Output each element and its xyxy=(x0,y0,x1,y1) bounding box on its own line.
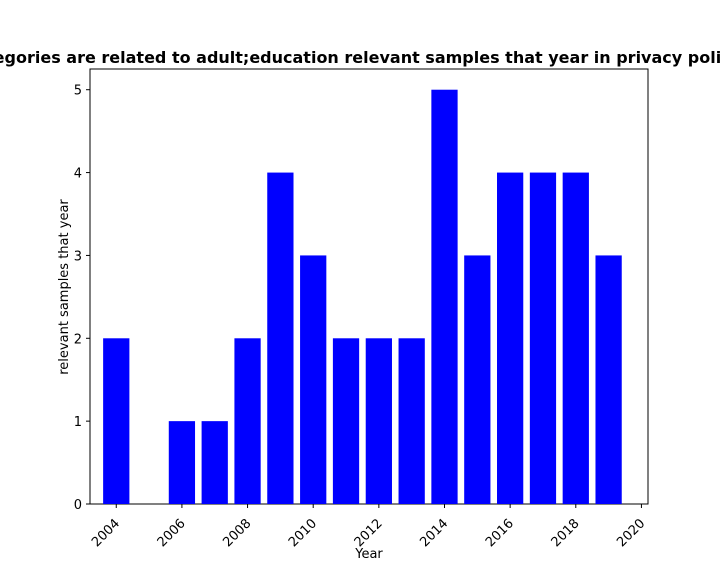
y-axis-label: relevant samples that year xyxy=(57,199,72,375)
bar-2016 xyxy=(497,172,524,504)
y-tick-label: 5 xyxy=(74,84,82,99)
bar-2019 xyxy=(595,255,622,504)
bar-2015 xyxy=(464,255,491,504)
y-tick-label: 0 xyxy=(74,498,82,513)
x-tick-label: 2012 xyxy=(352,516,386,550)
x-tick-label: 2008 xyxy=(220,516,254,550)
bar-2018 xyxy=(562,172,589,504)
x-tick-label: 2010 xyxy=(286,516,320,550)
bar-2013 xyxy=(398,338,425,504)
x-axis-ticks: 2004 2006 2008 2010 2012 2014 2016 2018 2020 xyxy=(89,504,648,550)
y-tick-label: 3 xyxy=(74,249,82,264)
bar-2014 xyxy=(431,89,458,505)
bar-2006 xyxy=(168,421,196,504)
x-tick-label: 2020 xyxy=(614,516,648,550)
bar-2017 xyxy=(529,172,557,504)
x-tick-label: 2014 xyxy=(417,516,451,550)
bars-layer xyxy=(103,89,622,505)
chart-title: Categories are related to adult;educatio… xyxy=(0,48,720,67)
x-tick-label: 2018 xyxy=(549,516,583,550)
bar-2007 xyxy=(201,421,228,504)
x-tick-label: 2016 xyxy=(483,516,517,550)
x-tick-label: 2004 xyxy=(89,516,123,550)
y-axis-ticks: 0 1 2 3 4 5 xyxy=(74,84,90,513)
bar-2010 xyxy=(300,255,327,504)
bar-2009 xyxy=(267,172,294,504)
y-tick-label: 4 xyxy=(74,167,82,182)
x-tick-label: 2006 xyxy=(155,516,189,550)
x-axis-label: Year xyxy=(354,547,383,562)
bar-2011 xyxy=(332,338,360,504)
bar-2008 xyxy=(234,338,261,504)
y-tick-label: 1 xyxy=(74,415,82,430)
bar-2012 xyxy=(365,338,392,504)
bar-2004 xyxy=(103,338,130,504)
y-tick-label: 2 xyxy=(74,332,82,347)
